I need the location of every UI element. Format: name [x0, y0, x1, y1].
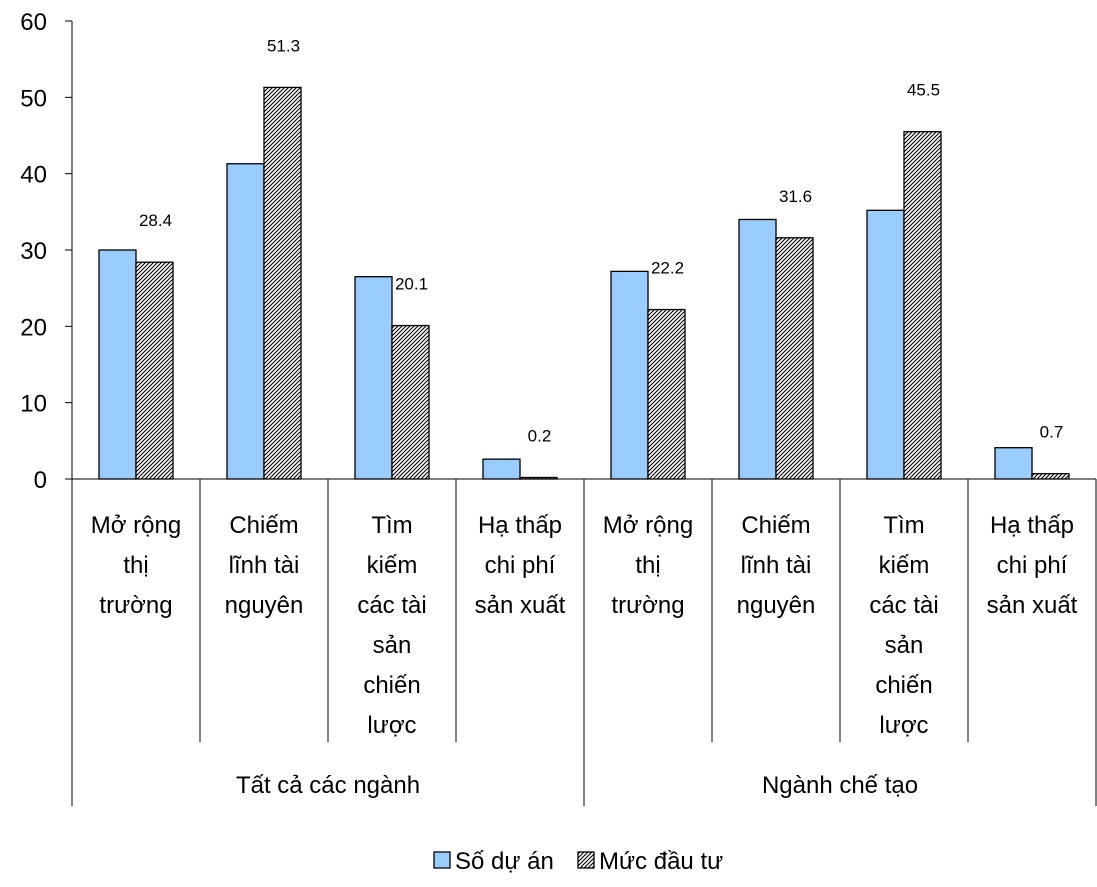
bar-so-du-an: [994, 447, 1033, 480]
data-label: 0.2: [528, 426, 552, 445]
bar-muc-dau-tu: [903, 131, 942, 480]
data-label: 31.6: [779, 187, 812, 206]
category-label: Hạ thấp chi phí sản xuất: [475, 512, 566, 619]
bar-so-du-an: [226, 163, 265, 480]
legend-label: Mức đầu tư: [599, 848, 723, 875]
category-label: Mở rộng thị trường: [91, 512, 181, 619]
y-tick-label: 50: [20, 85, 47, 112]
bar-so-du-an: [738, 218, 777, 480]
y-tick-label: 10: [20, 391, 47, 418]
data-label: 22.2: [651, 259, 684, 278]
bar-so-du-an: [482, 458, 521, 480]
bar-muc-dau-tu: [519, 476, 558, 480]
category-label: Tìm kiếm các tài sản chiến lược: [357, 512, 426, 739]
bar-muc-dau-tu: [263, 86, 302, 480]
y-tick-label: 30: [20, 238, 47, 265]
legend-label: Số dự án: [455, 848, 554, 875]
y-tick-label: 60: [20, 9, 47, 36]
bar-muc-dau-tu: [391, 324, 430, 480]
category-label: Chiếm lĩnh tài nguyên: [737, 512, 816, 619]
bar-muc-dau-tu: [1031, 473, 1070, 480]
data-label: 20.1: [395, 275, 428, 294]
legend-swatch-muc-dau-tu: [577, 851, 595, 869]
y-tick-label: 0: [34, 467, 47, 494]
bar-muc-dau-tu: [647, 308, 686, 480]
category-label: Mở rộng thị trường: [603, 512, 693, 619]
data-label: 45.5: [907, 81, 940, 100]
bar-so-du-an: [354, 276, 393, 480]
bar-so-du-an: [866, 209, 905, 480]
group-label: Ngành chế tạo: [762, 772, 918, 799]
y-tick-label: 20: [20, 314, 47, 341]
y-tick-label: 40: [20, 162, 47, 189]
data-label: 28.4: [139, 211, 172, 230]
data-label: 0.7: [1040, 423, 1064, 442]
bar-so-du-an: [98, 249, 137, 480]
bar-muc-dau-tu: [135, 261, 174, 480]
category-label: Chiếm lĩnh tài nguyên: [225, 512, 304, 619]
category-label: Hạ thấp chi phí sản xuất: [987, 512, 1078, 619]
data-label: 51.3: [267, 36, 300, 55]
group-label: Tất cả các ngành: [236, 772, 420, 799]
legend-swatch-so-du-an: [433, 851, 451, 869]
bar-so-du-an: [610, 270, 649, 480]
category-label: Tìm kiếm các tài sản chiến lược: [869, 512, 938, 739]
bar-muc-dau-tu: [775, 237, 814, 480]
